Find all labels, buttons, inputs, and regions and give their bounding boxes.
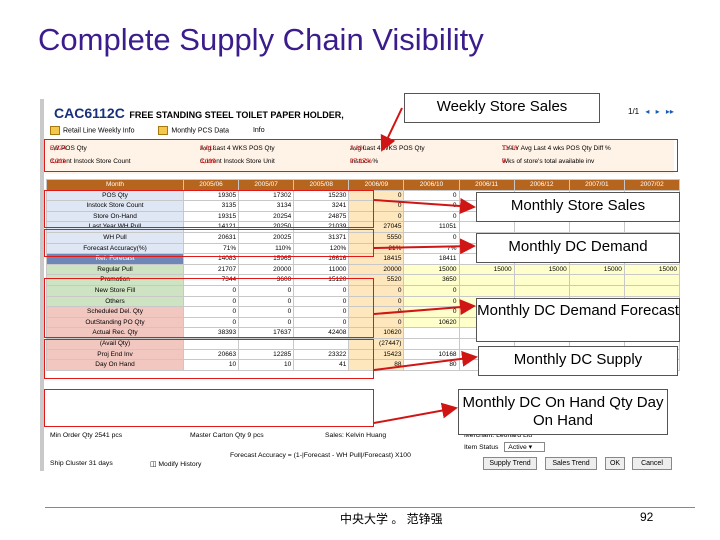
arrow-weekly (380, 107, 403, 152)
modify-history[interactable]: ◫ Modify History (150, 460, 201, 468)
info-value: 97.17% (350, 158, 373, 165)
history-icon: ◫ (150, 461, 157, 468)
callout-monthly-dc-demand-forecast: Monthly DC Demand Forecast (476, 298, 680, 342)
merchant: Merchant: Leonard Liu (464, 432, 533, 439)
forecast-formula: Forecast Accuracy = (1-|Forecast - WH Pu… (230, 452, 411, 459)
ok-button[interactable]: OK (605, 457, 625, 470)
callout-monthly-dc-demand: Monthly DC Demand (476, 233, 680, 263)
info-value: 5,018 (200, 145, 217, 152)
arrow-dc-supply (373, 350, 478, 371)
tab-info[interactable]: Info (253, 127, 265, 134)
tab-label: Info (252, 127, 265, 135)
tab-label: Retail Line Weekly Info (63, 127, 135, 135)
table-row: Promotion 7344 3600 15120 5520 3650 (46, 274, 680, 286)
editable-cell[interactable] (623, 284, 680, 297)
tab-bar: Retail Line Weekly Info Monthly PCS Data… (50, 126, 287, 135)
window-edge (40, 99, 44, 471)
highlight-weekly-info (44, 139, 678, 172)
table-header-row: Month 2005/06 2005/07 2005/08 2006/09 2006/10… (46, 179, 680, 191)
item-status: Item Status Active ▾ (464, 442, 546, 452)
info-label: Current Instock Store Count (50, 158, 131, 165)
min-order-qty: Min Order Qty 2541 pcs (50, 432, 123, 439)
editable-cell[interactable] (623, 274, 680, 286)
weekly-info-panel: LW POS Qty 5,324 Avg Last 4 WKS POS Qty … (46, 140, 674, 174)
arrow-store-sales (373, 198, 476, 215)
highlight-dc-supply (44, 339, 374, 379)
tab-label: Monthly PCS Data (171, 127, 230, 135)
footer-author: 中央大学 。 范铮强 (340, 512, 443, 526)
info-value: 3,119 (200, 158, 216, 165)
editable-cell[interactable]: 15000 (623, 263, 680, 276)
tab-retail-line-weekly-info[interactable]: Retail Line Weekly Info (50, 126, 134, 135)
product-code: CAC6112C (54, 105, 125, 121)
callout-monthly-dc-on-hand: Monthly DC On Hand Qty Day On Hand (458, 389, 668, 435)
arrow-dc-on-hand (373, 402, 458, 424)
item-status-select[interactable]: Active ▾ (504, 442, 546, 452)
supply-trend-button[interactable]: Supply Trend (483, 457, 537, 470)
arrow-dc-forecast (373, 299, 476, 316)
footer-divider (45, 507, 695, 508)
highlight-dc-demand (44, 229, 374, 257)
callout-monthly-store-sales: Monthly Store Sales (476, 192, 680, 222)
pager: 1/1 ◂ ▸ ▸▸ (628, 107, 674, 116)
info-label: Current Instock Store Unit (200, 158, 275, 165)
product-header: CAC6112C FREE STANDING STEEL TOILET PAPE… (54, 105, 344, 121)
table-row: New Store Fill 0 0 0 0 0 (46, 284, 680, 297)
info-value: 110% (502, 145, 519, 152)
info-value: 2,390 (350, 145, 367, 152)
cancel-button[interactable]: Cancel (632, 457, 672, 470)
info-label: Avg Last 4 WKS POS Qty (200, 145, 275, 152)
next-page-icon[interactable]: ▸ (655, 107, 660, 116)
sales-rep: Sales: Kelvin Huang (325, 432, 387, 439)
ship-cluster: Ship Cluster 31 days (50, 460, 113, 467)
info-label: LW POS Qty (50, 145, 87, 152)
highlight-store-sales (44, 190, 374, 228)
last-page-icon[interactable]: ▸▸ (665, 107, 674, 116)
pager-label: 1/1 (628, 107, 640, 116)
item-status-value: Active (508, 444, 527, 451)
master-carton-qty: Master Carton Qty 9 pcs (190, 432, 264, 439)
slide-title: Complete Supply Chain Visibility (38, 22, 484, 57)
info-value: 6 (502, 158, 506, 165)
folder-icon (158, 126, 169, 135)
callout-weekly-store-sales: Weekly Store Sales (404, 93, 600, 123)
info-label: Instock % (350, 158, 379, 165)
sales-trend-button[interactable]: Sales Trend (545, 457, 597, 470)
item-status-label: Item Status (464, 444, 499, 451)
product-name: FREE STANDING STEEL TOILET PAPER HOLDER, (129, 110, 344, 120)
first-page-icon[interactable]: ◂ (645, 107, 650, 116)
callout-monthly-dc-supply: Monthly DC Supply (478, 346, 678, 376)
folder-icon (50, 126, 60, 135)
page-number: 92 (640, 510, 654, 524)
table-row: Regular Pull 21707 20000 11000 20000 15000 150… (46, 263, 680, 276)
info-value: 5,324 (50, 145, 67, 152)
info-value: 3,211 (50, 158, 66, 165)
highlight-dc-demand-forecast (44, 278, 374, 338)
tab-monthly-pcs-data[interactable]: Monthly PCS Data (158, 126, 229, 135)
modify-history-label: Modify History (158, 461, 202, 468)
info-label: Wks of store's total available inv (502, 158, 595, 165)
highlight-dc-on-hand (44, 389, 374, 427)
info-label: TY-LY Avg Last 4 wks POS Qty Diff % (502, 145, 611, 152)
arrow-dc-demand (373, 238, 476, 255)
